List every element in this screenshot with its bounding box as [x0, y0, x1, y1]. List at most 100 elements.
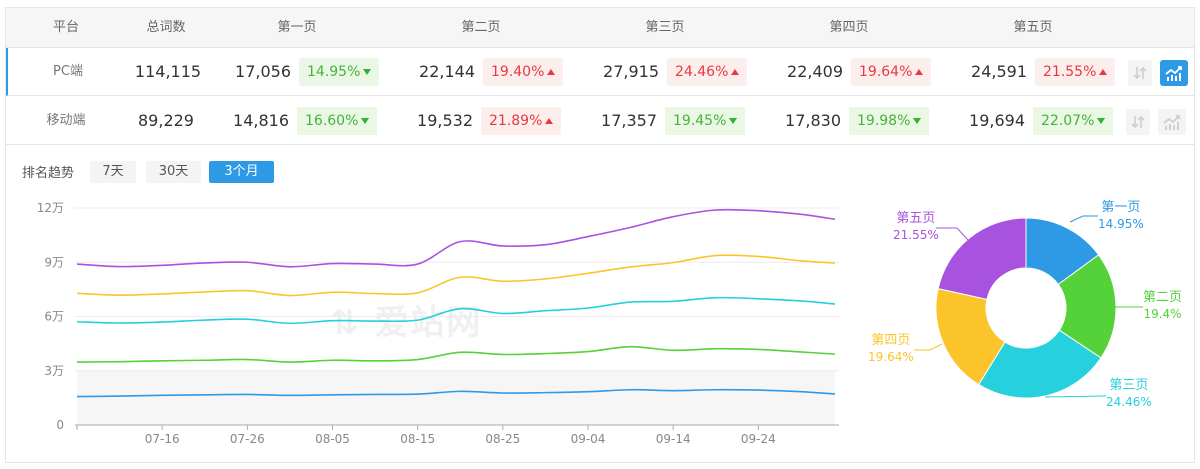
- percent-value: 22.07%: [1041, 113, 1095, 129]
- percent-value: 19.45%: [673, 113, 727, 129]
- pie-label: 第一页 14.95%: [1098, 200, 1144, 232]
- trend-chart-button[interactable]: [1158, 109, 1186, 135]
- pie-label: 第五页 21.55%: [893, 211, 939, 243]
- pie-label-name: 第四页: [871, 333, 911, 348]
- pie-label-value: 14.95%: [1098, 217, 1144, 231]
- change-badge: 19.98%: [849, 107, 929, 135]
- arrow-up-icon: [915, 69, 923, 75]
- sort-button[interactable]: [1126, 109, 1150, 135]
- pie-slice-5: [937, 217, 1027, 300]
- sort-button[interactable]: [1128, 60, 1152, 86]
- x-tick-label: 07-16: [145, 432, 180, 446]
- pie-label-name: 第一页: [1101, 200, 1141, 215]
- arrow-up-icon: [731, 69, 739, 75]
- page1-cell: 14,816 16.60%: [205, 107, 389, 135]
- percent-value: 19.40%: [491, 64, 545, 80]
- sort-icon: [1133, 66, 1147, 80]
- shaded-band: [77, 370, 835, 425]
- change-badge: 22.07%: [1033, 107, 1113, 135]
- trend-chart-icon: [1165, 66, 1182, 81]
- page4-cell: 17,830 19.98%: [757, 107, 941, 135]
- watermark-logo: ⇅ 爱站网: [330, 303, 483, 343]
- y-tick-label: 6万: [44, 310, 64, 324]
- pie-leader-line: [936, 227, 969, 241]
- header-platform: 平台: [52, 20, 79, 35]
- series-line-1: [76, 208, 836, 268]
- page2-cell: 22,144 19.40%: [391, 58, 575, 86]
- change-badge: 21.89%: [481, 107, 561, 135]
- ranking-table: 平台 总词数 第一页 第二页 第三页 第四页 第五页 PC端 114,115 1…: [5, 7, 1195, 145]
- pie-label-value: 19.64%: [868, 350, 914, 364]
- percent-value: 24.46%: [675, 64, 729, 80]
- arrow-down-icon: [729, 118, 737, 124]
- page-count: 27,915: [603, 62, 659, 81]
- page-count: 24,591: [971, 62, 1027, 81]
- y-tick-label: 0: [56, 418, 64, 432]
- table-row: 移动端 89,229 14,816 16.60% 19,532 21.89% 1…: [6, 97, 1194, 145]
- trend-chart-button[interactable]: [1160, 60, 1188, 86]
- page-count: 17,357: [601, 111, 657, 130]
- page-count: 14,816: [233, 111, 289, 130]
- pie-slice-3: [977, 329, 1102, 399]
- x-tick-label: 07-26: [230, 432, 265, 446]
- series-line-5: [76, 388, 836, 398]
- change-badge: 24.46%: [667, 58, 747, 86]
- range-30d-button[interactable]: 30天: [146, 161, 201, 183]
- page5-cell: 19,694 22.07%: [941, 107, 1125, 135]
- x-tick-label: 09-14: [656, 432, 691, 446]
- pie-label-name: 第二页: [1143, 290, 1183, 305]
- x-tick-label: 08-25: [485, 432, 520, 446]
- change-badge: 14.95%: [299, 58, 379, 86]
- sort-icon: [1131, 115, 1145, 129]
- pie-slice-4: [935, 288, 1006, 386]
- pie-leader-line: [914, 343, 943, 351]
- percent-value: 19.98%: [857, 113, 911, 129]
- change-badge: 19.64%: [851, 58, 931, 86]
- series-line-2: [76, 254, 836, 297]
- change-badge: 21.55%: [1035, 58, 1115, 86]
- header-page4: 第四页: [829, 20, 869, 35]
- arrow-up-icon: [545, 118, 553, 124]
- total-cell: 114,115: [134, 62, 202, 81]
- y-tick-label: 3万: [44, 364, 64, 378]
- page-count: 22,409: [787, 62, 843, 81]
- arrow-up-icon: [1099, 69, 1107, 75]
- pie-label: 第三页 24.46%: [1106, 378, 1152, 410]
- pie-leader-line: [1069, 215, 1098, 223]
- percent-value: 14.95%: [307, 64, 361, 80]
- arrow-up-icon: [547, 69, 555, 75]
- range-3m-button[interactable]: 3个月: [209, 161, 274, 183]
- arrow-down-icon: [913, 118, 921, 124]
- header-page2: 第二页: [461, 20, 501, 35]
- page-count: 17,056: [235, 62, 291, 81]
- arrow-down-icon: [363, 69, 371, 75]
- page-count: 17,830: [785, 111, 841, 130]
- page-count: 19,694: [969, 111, 1025, 130]
- x-tick-label: 08-05: [315, 432, 350, 446]
- pie-label-name: 第五页: [896, 211, 936, 226]
- change-badge: 16.60%: [297, 107, 377, 135]
- total-cell: 89,229: [138, 111, 194, 130]
- header-total: 总词数: [146, 20, 186, 35]
- percent-value: 16.60%: [305, 113, 359, 129]
- percent-value: 21.55%: [1043, 64, 1097, 80]
- x-tick-label: 08-15: [400, 432, 435, 446]
- pie-leader-line: [1044, 395, 1107, 398]
- y-tick-label: 9万: [44, 255, 64, 269]
- pie-label: 第二页 19.4%: [1143, 290, 1182, 322]
- header-page5: 第五页: [1013, 20, 1053, 35]
- change-badge: 19.45%: [665, 107, 745, 135]
- pie-label-value: 24.46%: [1106, 395, 1152, 409]
- trend-title: 排名趋势: [22, 166, 75, 181]
- pie-label-name: 第三页: [1109, 378, 1149, 393]
- page4-cell: 22,409 19.64%: [759, 58, 943, 86]
- page3-cell: 27,915 24.46%: [575, 58, 759, 86]
- pie-label: 第四页 19.64%: [868, 333, 914, 365]
- page3-cell: 17,357 19.45%: [573, 107, 757, 135]
- trend-section: 排名趋势 7天 30天 3个月: [5, 145, 1195, 463]
- range-7d-button[interactable]: 7天: [90, 161, 136, 183]
- header-page1: 第一页: [277, 20, 317, 35]
- trend-chart-icon: [1163, 115, 1180, 130]
- percent-value: 19.64%: [859, 64, 913, 80]
